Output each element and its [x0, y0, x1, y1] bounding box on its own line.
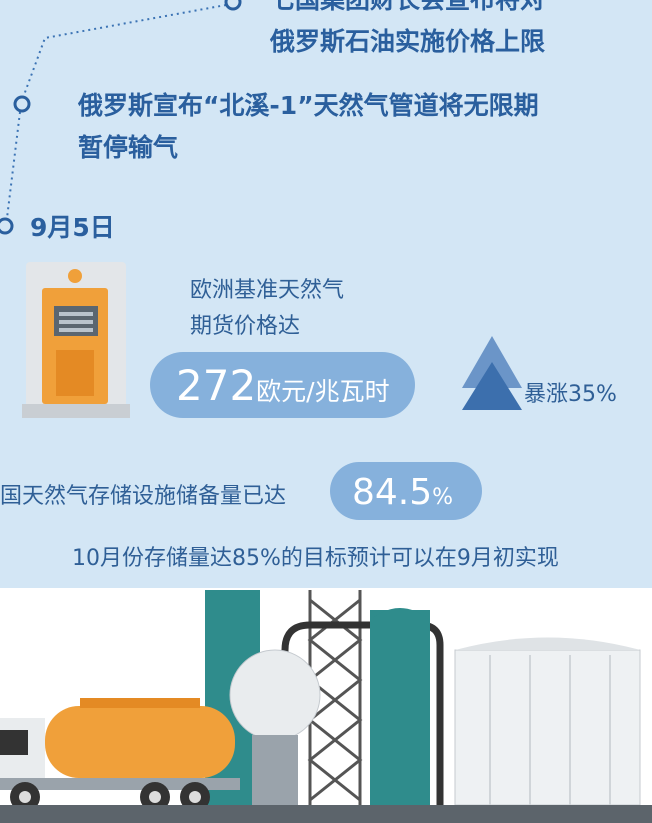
- note: 10月份存储量达85%的目标预计可以在9月初实现: [72, 546, 559, 571]
- event-text: 暂停输气: [78, 133, 178, 162]
- date: 9月5日: [30, 213, 115, 242]
- event-text: 俄罗斯石油实施价格上限: [269, 27, 545, 56]
- text-part: 272: [176, 361, 256, 410]
- event-text: 七国集团财长会宣布将对: [270, 0, 545, 14]
- price-change: 暴涨35%: [524, 382, 617, 407]
- price-label: 期货价格达: [190, 314, 300, 339]
- timeline-dot: [15, 97, 29, 111]
- page: 七国集团财长会宣布将对 俄罗斯石油实施价格上限 俄罗斯宣布“北溪-1”天然气管道…: [0, 0, 652, 823]
- text-part: 84.5: [352, 472, 432, 513]
- price-label: 欧洲基准天然气: [190, 278, 344, 303]
- text-part: 欧元/兆瓦时: [256, 377, 389, 406]
- infographic: 七国集团财长会宣布将对 俄罗斯石油实施价格上限 俄罗斯宣布“北溪-1”天然气管道…: [0, 0, 652, 823]
- timeline-dot: [226, 0, 240, 9]
- timeline-dot: [0, 219, 12, 233]
- text-part: %: [432, 485, 453, 510]
- storage-label: 国天然气存储设施储备量已达: [0, 484, 286, 509]
- event-text: 俄罗斯宣布“北溪-1”天然气管道将无限期: [77, 91, 539, 120]
- gas-pump-icon: [22, 262, 130, 418]
